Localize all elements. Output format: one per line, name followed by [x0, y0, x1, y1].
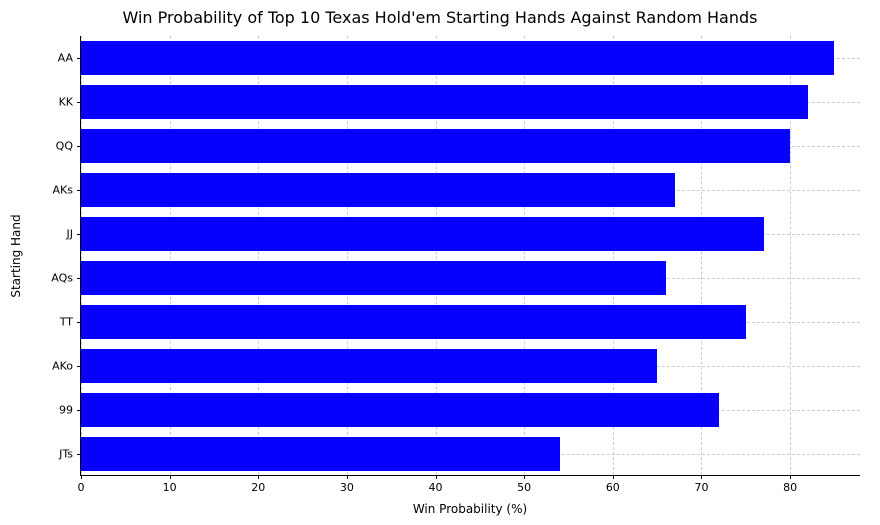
bar [81, 305, 746, 339]
bar [81, 217, 764, 251]
plot-area: 01020304050607080AAKKQQAKsJJAQsTTAKo99JT… [80, 36, 860, 476]
x-tick-label: 60 [606, 475, 620, 494]
x-tick-label: 0 [78, 475, 85, 494]
bar [81, 41, 834, 75]
x-tick-label: 30 [340, 475, 354, 494]
x-tick-label: 10 [163, 475, 177, 494]
bar [81, 437, 560, 471]
y-tick-label: 99 [59, 404, 81, 417]
chart-title: Win Probability of Top 10 Texas Hold'em … [0, 8, 880, 27]
y-tick-label: KK [59, 96, 81, 109]
y-tick-label: AKo [52, 360, 81, 373]
y-tick-label: AQs [51, 272, 81, 285]
x-tick-label: 50 [517, 475, 531, 494]
bar [81, 349, 657, 383]
bar [81, 393, 719, 427]
bar [81, 173, 675, 207]
x-tick-label: 80 [783, 475, 797, 494]
x-tick-label: 40 [429, 475, 443, 494]
y-tick-label: AA [58, 52, 81, 65]
bar [81, 85, 808, 119]
bar [81, 261, 666, 295]
chart-container: Win Probability of Top 10 Texas Hold'em … [0, 0, 880, 525]
x-axis-label: Win Probability (%) [80, 502, 860, 516]
y-tick-label: JTs [59, 448, 81, 461]
y-tick-label: AKs [53, 184, 81, 197]
y-tick-label: QQ [56, 140, 81, 153]
y-tick-label: TT [60, 316, 81, 329]
bar [81, 129, 790, 163]
x-tick-label: 20 [251, 475, 265, 494]
x-tick-label: 70 [694, 475, 708, 494]
y-tick-label: JJ [67, 228, 82, 241]
y-axis-label: Starting Hand [9, 214, 23, 297]
